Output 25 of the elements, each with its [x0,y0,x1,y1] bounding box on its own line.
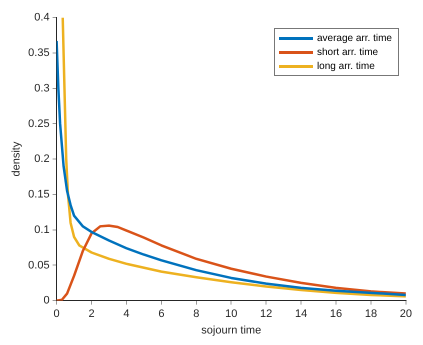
legend-label: long arr. time [316,60,375,72]
legend-label: short arr. time [316,46,378,58]
x-tick-label: 8 [193,308,200,320]
x-tick-label: 12 [260,308,272,320]
x-tick-label: 14 [294,308,308,320]
x-tick-label: 10 [225,308,238,320]
y-axis-title: density [10,141,23,177]
x-tick-label: 2 [88,308,95,320]
y-tick-label: 0.2 [34,153,50,166]
y-tick-label: 0.25 [28,118,50,130]
x-tick-label: 6 [158,308,164,320]
y-tick-label: 0.35 [28,47,50,60]
y-tick-label: 0.4 [34,12,50,24]
x-tick-label: 18 [364,308,378,320]
y-tick-label: 0.1 [34,224,50,236]
x-tick-label: 20 [400,308,412,320]
x-axis-title: sojourn time [201,324,262,336]
x-tick-label: 4 [123,308,130,320]
y-tick-label: 0 [43,294,50,307]
y-tick-label: 0.3 [34,82,50,94]
x-tick-label: 0 [54,308,60,320]
legend-label: average arr. time [316,32,392,44]
y-tick-label: 0.15 [28,188,50,201]
y-tick-label: 0.05 [28,259,50,272]
x-tick-label: 16 [330,308,342,320]
